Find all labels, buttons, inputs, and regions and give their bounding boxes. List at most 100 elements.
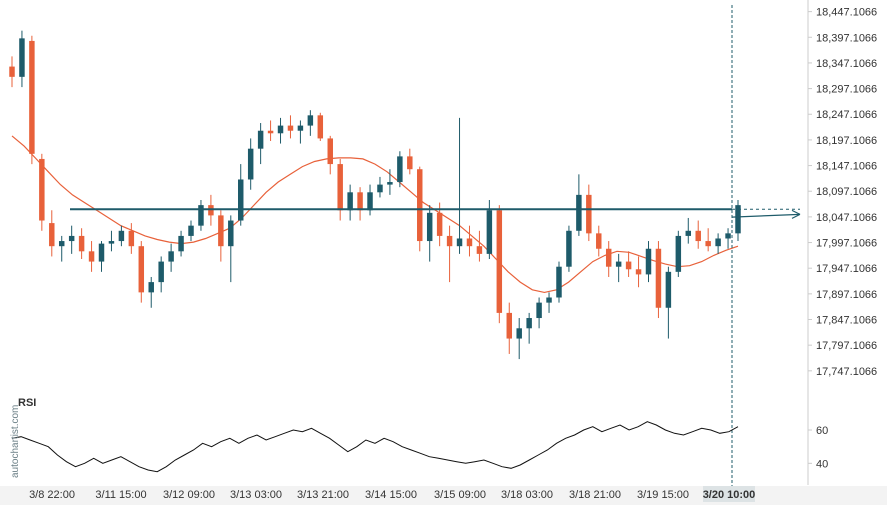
x-tick-label: 3/13 03:00 [230,489,282,501]
candle [178,230,184,257]
candle [456,117,463,254]
candle [446,225,453,283]
y-tick-label: 17,847.1066 [816,315,877,327]
x-tick-label: 3/13 21:00 [297,489,349,501]
candle-body [9,66,15,77]
candle [78,228,85,260]
y-tick-label: 18,097.1066 [816,186,877,198]
candle-body [168,251,174,262]
rsi-tick-label: 60 [816,425,828,437]
x-tick-label: 3/14 15:00 [365,489,417,501]
candle-body [655,248,662,308]
candle-body [526,318,532,329]
y-tick-label: 18,297.1066 [816,84,877,96]
candle-body [68,235,75,242]
candle-body [128,230,135,247]
candle [695,220,701,249]
x-tick-label: 3/11 15:00 [95,489,146,501]
candle-body [228,220,234,247]
candle [367,184,373,216]
candle [307,110,314,136]
candle-body [566,230,572,267]
y-tick-label: 18,197.1066 [816,135,877,147]
candle [605,241,612,277]
candle-body [29,40,35,154]
candle-body [178,235,184,252]
rsi-tick-label: 40 [816,458,828,470]
candle-body [496,210,503,313]
candle-body [576,194,582,231]
candle [317,112,324,141]
candle [49,210,55,257]
candle-body [347,192,353,211]
candle-body [287,125,294,131]
candle [566,225,572,272]
x-tick-label: 3/15 09:00 [434,489,486,501]
candle [148,276,154,308]
candle [725,228,731,249]
candle-body [456,238,463,247]
y-tick-label: 18,247.1066 [816,109,877,121]
candle [9,56,15,88]
candle-body [218,215,224,247]
rsi-label: RSI [18,397,36,409]
candle-body [49,223,55,247]
candle-body [247,148,254,180]
candle-body [426,212,433,242]
candle-body [417,169,423,242]
y-axis-rsi: 60 40 [808,425,828,470]
candle-body [307,115,314,126]
candle-body [705,241,711,247]
candle [277,117,284,144]
candle-body [397,156,403,183]
y-tick-label: 17,997.1066 [816,238,877,250]
x-tick-label: 3/18 03:00 [501,489,553,501]
candle-body [516,328,522,339]
candle-body [198,205,204,226]
y-tick-label: 17,947.1066 [816,263,877,275]
candle-body [665,271,672,308]
candle [128,223,135,254]
candle [685,217,692,244]
candle [506,302,512,354]
candle [625,251,632,277]
candle [98,241,105,272]
candle [655,241,662,319]
candle-body [596,233,602,249]
candle-body [208,205,214,216]
candle [576,174,582,236]
highlight-x-tick-bg [703,486,755,502]
candle-body [615,261,622,267]
candle-body [357,192,363,211]
y-tick-label: 18,397.1066 [816,32,877,44]
candle [735,200,741,242]
candle-body [715,238,721,247]
candle-body [238,179,244,221]
watermark-text: autochartist.com [10,405,21,478]
x-tick-label: 3/12 09:00 [163,489,215,501]
candle-body [327,138,333,165]
candle-body [257,130,264,149]
candle [357,187,363,221]
candle-body [377,184,383,193]
candle [705,228,711,252]
candle-body [88,251,95,262]
candle [635,256,642,288]
candle [536,297,542,329]
candle-body [367,192,373,211]
candle-body [407,156,413,170]
y-tick-label: 17,797.1066 [816,340,877,352]
candle-body [297,125,304,131]
candle-body [58,241,65,247]
candle-body [446,235,453,247]
y-axis-price: 18,447.1066 18,397.1066 18,347.1066 18,297.… [807,0,877,485]
candle [287,115,294,139]
candle [58,235,65,262]
candle-body [695,230,701,242]
candle [476,230,483,262]
forecast-line [731,213,801,218]
x-tick-label: 3/19 15:00 [637,489,689,501]
x-tick-label: 3/8 22:00 [29,489,75,501]
candle [108,230,115,252]
candle [546,292,552,313]
